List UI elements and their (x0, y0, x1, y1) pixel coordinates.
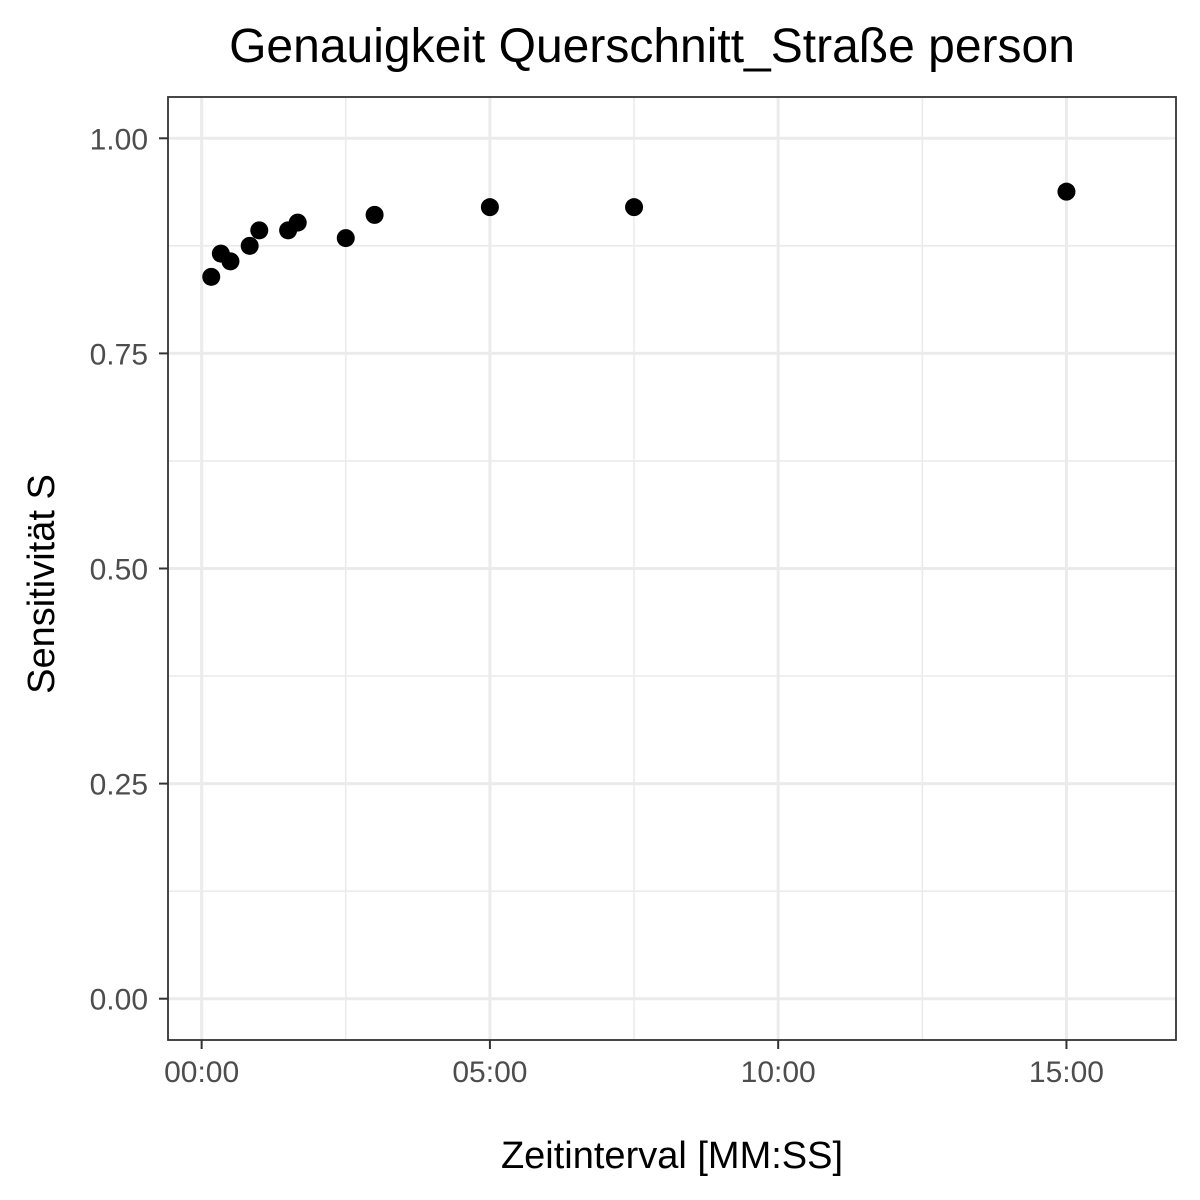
data-point (288, 213, 307, 232)
x-tick-label: 10:00 (741, 1056, 816, 1089)
y-tick-label: 0.00 (90, 984, 148, 1017)
data-point (240, 236, 259, 255)
data-point (365, 205, 384, 224)
data-point (625, 198, 644, 217)
data-point (202, 267, 221, 286)
y-axis-label: Sensitivität S (21, 474, 63, 694)
y-axis-ticks: 0.00 0.25 0.50 0.75 1.00 (90, 123, 168, 1017)
data-point (221, 252, 240, 271)
x-tick-label: 00:00 (164, 1056, 239, 1089)
data-points (202, 182, 1076, 286)
y-tick-label: 1.00 (90, 123, 148, 156)
data-point (336, 229, 355, 248)
x-axis-label: Zeitinterval [MM:SS] (501, 1135, 843, 1177)
data-point (250, 221, 269, 240)
x-tick-label: 15:00 (1029, 1056, 1104, 1089)
y-tick-label: 0.25 (90, 769, 148, 802)
y-tick-label: 0.50 (90, 554, 148, 587)
chart-title: Genauigkeit Querschnitt_Straße person (229, 20, 1075, 73)
data-point (1057, 182, 1076, 201)
major-gridlines (168, 97, 1176, 1040)
data-point (480, 198, 499, 217)
y-tick-label: 0.75 (90, 338, 148, 371)
x-axis-ticks: 00:00 05:00 10:00 15:00 (164, 1040, 1104, 1089)
x-tick-label: 05:00 (452, 1056, 527, 1089)
